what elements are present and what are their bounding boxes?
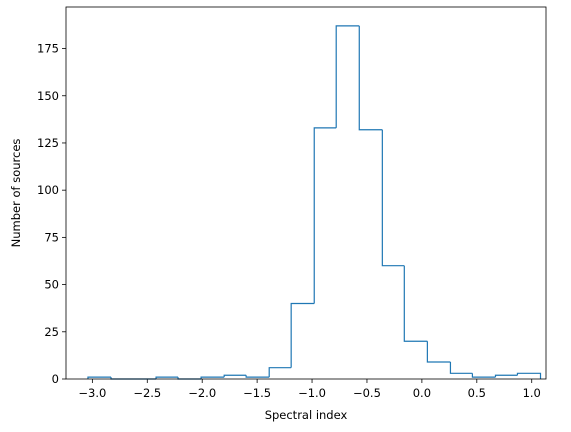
histogram-bin	[268, 367, 292, 378]
y-tick-label: 150	[37, 89, 59, 103]
histogram-bin	[87, 376, 112, 379]
x-tick-label: 0.5	[468, 386, 486, 400]
histogram-bin	[471, 373, 496, 378]
x-axis-label: Spectral index	[265, 408, 348, 422]
histogram-bin	[155, 376, 179, 379]
histogram-bin	[200, 376, 225, 379]
histogram-bin	[358, 25, 383, 131]
x-tick-label: −0.5	[353, 386, 381, 400]
x-tick-label: 1.0	[523, 386, 541, 400]
x-tick-label: −1.5	[243, 386, 271, 400]
y-tick-label: 25	[44, 325, 59, 339]
y-tick-label: 50	[44, 278, 59, 292]
y-tick-label: 125	[37, 136, 59, 150]
y-tick-label: 75	[44, 230, 59, 244]
plot-frame	[65, 6, 547, 380]
x-tick-label: −2.5	[133, 386, 161, 400]
x-tick-label: −1.0	[298, 386, 326, 400]
histogram-bin	[449, 362, 473, 374]
histogram-bin	[313, 127, 337, 304]
x-tick-label: −2.0	[188, 386, 216, 400]
x-tick-label: −3.0	[78, 386, 106, 400]
y-tick-label: 100	[37, 183, 59, 197]
x-tick-label: 0.0	[413, 386, 431, 400]
y-tick-label: 175	[37, 42, 59, 56]
histogram-bin	[494, 374, 518, 378]
y-axis-label: Number of sources	[9, 139, 23, 248]
histogram-bin	[381, 129, 405, 267]
histogram-bin	[516, 372, 542, 379]
histogram-bin	[290, 302, 315, 368]
histogram-bin	[245, 375, 270, 378]
y-tick-label: 0	[52, 372, 59, 386]
histogram-bin	[426, 341, 451, 363]
histogram-bin	[335, 25, 360, 128]
histogram-bin	[223, 374, 247, 378]
histogram-bin	[403, 265, 428, 342]
